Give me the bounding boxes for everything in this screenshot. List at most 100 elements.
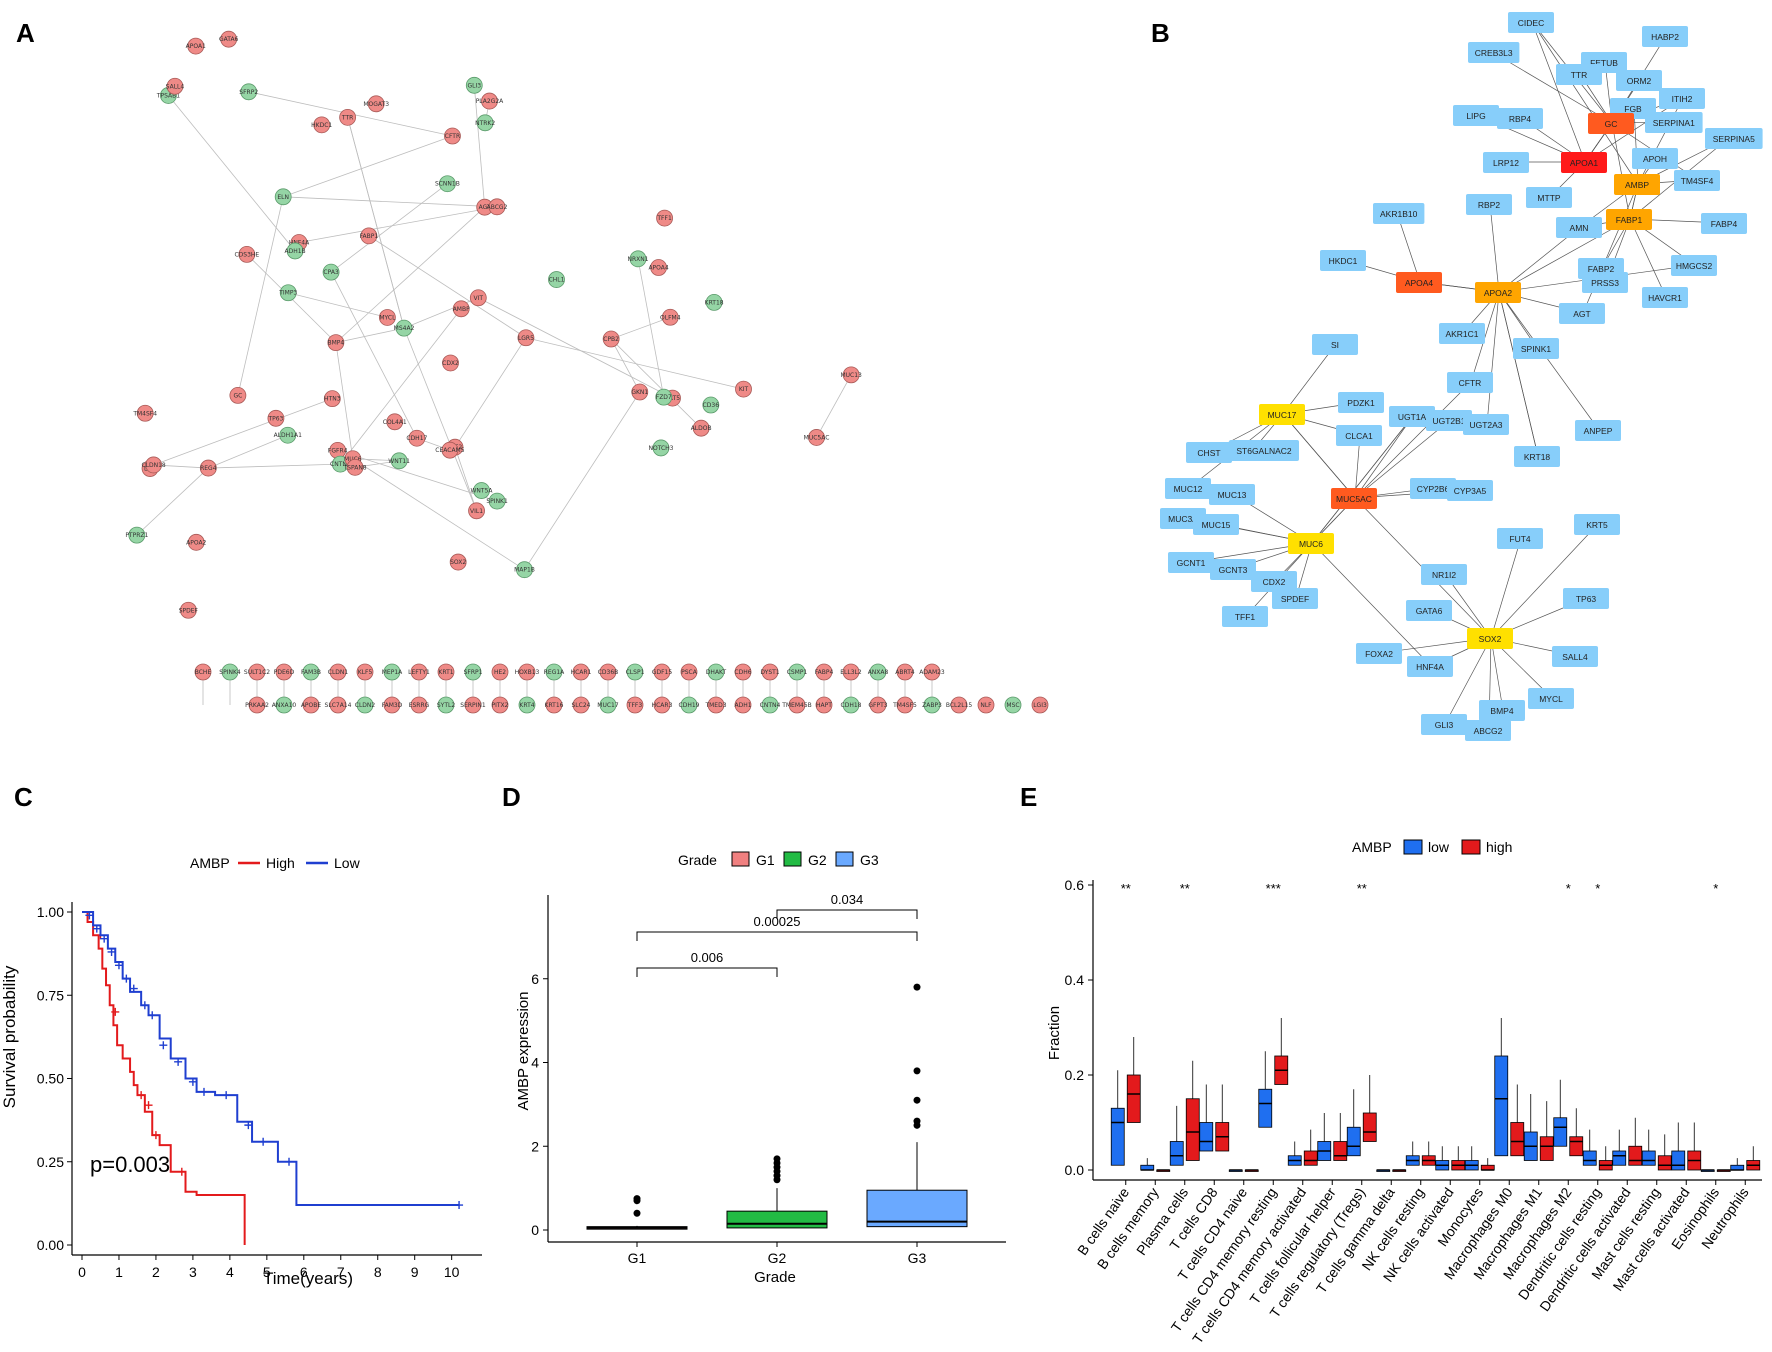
network-a-node-circle <box>734 663 752 681</box>
network-a-pair-node: BCL2L15 <box>946 696 972 714</box>
network-a-node-label: SOX2 <box>450 559 466 566</box>
network-b-edge <box>1629 218 1667 298</box>
network-a: CDS3HEHTN3MOGAT3CPB2LIPFGKN1TFF2FGFR4KIT… <box>125 30 1049 714</box>
network-b-node: ABCG2 <box>1465 720 1511 741</box>
network-a-node: ALDOB <box>691 419 712 437</box>
network-a-node: LGR5 <box>517 329 535 347</box>
network-b-node-label: GCNT3 <box>1219 565 1248 575</box>
network-a-node: PLA2G2A <box>476 92 504 110</box>
panel-label-b: B <box>1151 18 1170 48</box>
x-tick-label-c: 1 <box>115 1264 123 1280</box>
network-a-node: KIT <box>735 380 752 398</box>
network-a-node-circle <box>136 404 154 422</box>
network-b-node-box <box>1193 514 1239 535</box>
y-tick-label-e: 0.2 <box>1065 1067 1085 1083</box>
network-b-node-box <box>1439 323 1485 344</box>
network-a-node: TIMP3 <box>278 284 297 302</box>
network-b-node-label: RBP4 <box>1509 114 1531 124</box>
network-a-node-label: LEFTY1 <box>408 669 430 676</box>
network-a-node-circle <box>705 293 723 311</box>
network-b-node: AKR1C1 <box>1439 323 1485 344</box>
network-a-node-circle <box>842 366 860 384</box>
network-b-edge <box>1498 291 1539 457</box>
box-low <box>1553 1117 1568 1147</box>
network-a-edge <box>525 337 744 390</box>
network-a-node-label: CHL1 <box>549 277 565 284</box>
panel-label-e: E <box>1020 782 1037 812</box>
censor-mark-low <box>174 1057 183 1066</box>
network-a-node: TTR <box>339 108 357 126</box>
network-a-node-circle <box>680 696 698 714</box>
network-b-edge <box>1354 419 1451 499</box>
significance-marker: ** <box>1180 881 1190 896</box>
network-b-edge <box>1311 542 1432 667</box>
network-a-edge <box>473 85 486 208</box>
network-a-node-label: ADH1 <box>734 702 751 709</box>
network-a-edge <box>283 135 453 198</box>
y-tick-label-c: 0.00 <box>37 1237 64 1253</box>
network-a-node-circle <box>386 413 404 431</box>
network-a-node: MOGAT3 <box>363 95 389 113</box>
network-a-node: AMBP <box>453 300 470 318</box>
network-b-node: MUC5AC <box>1331 488 1377 509</box>
significance-marker: ** <box>1121 881 1131 896</box>
network-a-node-label: GATA6 <box>219 36 239 43</box>
censor-mark-high <box>151 1131 160 1140</box>
network-a-pair-node: MSC <box>1004 696 1022 714</box>
network-a-edge <box>454 447 477 511</box>
comparison-bracket <box>636 967 778 977</box>
network-a-node-label: SULT1C2 <box>244 669 270 676</box>
network-a-pair-node: TMEM45B <box>781 696 812 714</box>
network-b-node-box <box>1447 480 1493 501</box>
network-a-node-circle <box>572 663 590 681</box>
network-a-pair-node: KRT16 <box>545 696 564 714</box>
network-a-pair-node: CLDN2 <box>355 696 376 714</box>
censor-mark-low <box>148 1011 157 1020</box>
network-b-node-box <box>1229 440 1299 461</box>
network-b-node: SERPINA1 <box>1645 112 1703 133</box>
network-a-node-label: REG1A <box>544 669 565 676</box>
network-a-node-circle <box>145 456 162 474</box>
network-a-pair-node: HCAR3 <box>652 696 673 714</box>
comparison-p-value: 0.034 <box>831 892 864 907</box>
network-a-node-circle <box>356 663 374 681</box>
network-a-edge <box>208 434 288 469</box>
network-b-node: NR1I2 <box>1421 564 1467 585</box>
network-a-node-label: FABP4 <box>815 669 834 676</box>
network-a-node: FZD7 <box>655 388 673 406</box>
network-b-node-box <box>1513 338 1559 359</box>
network-b-node-box <box>1582 272 1628 293</box>
network-a-edge <box>330 271 418 439</box>
network-a-node-circle <box>390 452 408 470</box>
network-a-node: WNT5A <box>471 482 493 499</box>
network-a-node-label: APOA4 <box>648 265 668 272</box>
network-a-node-label: AMBP <box>453 306 470 313</box>
network-a-node-circle <box>444 127 461 145</box>
network-a-node: HKDC1 <box>311 116 332 134</box>
x-tick-label-c: 4 <box>226 1264 234 1280</box>
outlier-d <box>913 1067 921 1075</box>
panel-label-c: C <box>14 782 33 812</box>
network-a-node-label: CLDN2 <box>355 702 376 709</box>
network-a-node: APOA4 <box>648 259 669 276</box>
network-a-node-label: ADAM23 <box>919 669 945 676</box>
network-b-edge <box>1444 637 1492 725</box>
network-a-node-circle <box>707 696 725 714</box>
network-a-node-label: HE2 <box>494 669 506 676</box>
network-a-node: CPA3 <box>322 263 340 281</box>
network-b-node-label: NR1I2 <box>1432 570 1456 580</box>
network-a-node-label: FAM3D <box>382 702 403 709</box>
network-a-node-circle <box>735 380 752 398</box>
network-a-node-circle <box>545 663 563 681</box>
network-a-pair-node: CLDN1 <box>328 663 348 705</box>
network-b-node-label: TTR <box>1571 70 1588 80</box>
network-a-node-label: CPB2 <box>603 336 619 343</box>
network-a-edge <box>153 464 209 469</box>
network-b-node-label: CYP3A5 <box>1454 486 1487 496</box>
network-b-node-box <box>1410 478 1456 499</box>
network-b-node-label: KRT18 <box>1524 452 1551 462</box>
censor-mark-low <box>100 934 109 943</box>
x-tick-label-c: 0 <box>78 1264 86 1280</box>
x-tick-label-c: 10 <box>444 1264 460 1280</box>
network-a-node: ABCG2 <box>487 198 508 216</box>
